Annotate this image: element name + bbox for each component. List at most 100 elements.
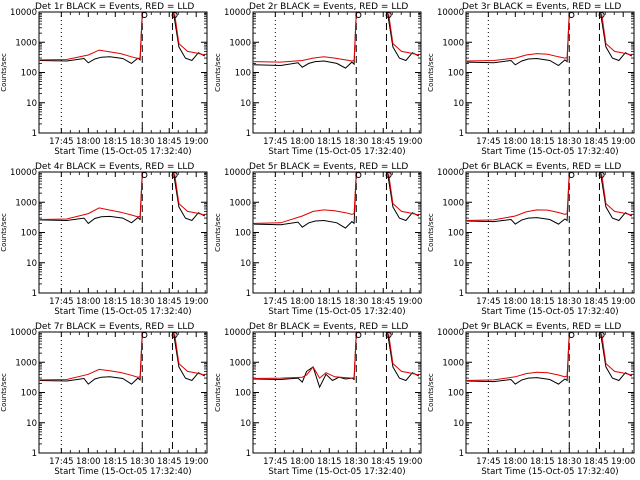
x-tick-label: 17:45 xyxy=(263,137,288,147)
x-tick-label: 18:00 xyxy=(290,137,315,147)
x-tick-label: 18:30 xyxy=(130,457,155,467)
lld-recovery-line xyxy=(388,333,419,376)
x-tick-label: 17:45 xyxy=(49,137,74,147)
x-tick-label: 18:30 xyxy=(557,137,582,147)
y-tick-label: 100 xyxy=(235,389,251,399)
y-tick-label: 10000 xyxy=(437,328,464,338)
x-tick-label: 19:00 xyxy=(184,137,209,147)
x-tick-label: 19:00 xyxy=(611,457,636,467)
events-series-line xyxy=(466,172,571,225)
x-tick-label: 18:15 xyxy=(103,137,128,147)
events-series-line xyxy=(39,332,144,385)
y-tick-label: 1000 xyxy=(15,38,37,48)
x-tick-label: 18:00 xyxy=(290,457,315,467)
y-tick-label: 1 xyxy=(246,129,251,139)
y-tick-label: 10 xyxy=(453,259,464,269)
plot-frame xyxy=(252,11,422,134)
x-tick-label: 18:00 xyxy=(290,297,315,307)
y-tick-label: 1 xyxy=(459,449,464,459)
x-tick-label: 17:45 xyxy=(263,457,288,467)
y-tick-label: 10 xyxy=(240,99,251,109)
x-tick-label: 18:15 xyxy=(530,137,555,147)
y-tick-label: 10 xyxy=(26,419,37,429)
lld-series-line xyxy=(253,172,358,224)
y-tick-label: 1000 xyxy=(229,358,251,368)
x-tick-label: 19:00 xyxy=(611,137,636,147)
y-axis-label: Counts/sec xyxy=(214,53,222,92)
panel-title: Det 3r BLACK = Events, RED = LLD xyxy=(462,2,621,12)
panel-title: Det 5r BLACK = Events, RED = LLD xyxy=(249,162,408,172)
x-tick-label: 18:45 xyxy=(584,457,609,467)
x-tick-label: 18:00 xyxy=(76,457,101,467)
x-tick-label: 18:30 xyxy=(130,137,155,147)
lld-recovery-line xyxy=(174,173,205,216)
y-tick-label: 10000 xyxy=(224,8,251,18)
x-tick-label: 18:15 xyxy=(530,457,555,467)
plot-frame xyxy=(465,331,635,454)
events-series-line xyxy=(39,12,144,65)
x-tick-label: 19:00 xyxy=(611,297,636,307)
series-group xyxy=(466,172,633,225)
x-tick-label: 18:00 xyxy=(503,137,528,147)
series-group xyxy=(39,172,206,225)
x-axis-label: Start Time (15-Oct-05 17:32:40) xyxy=(268,307,405,317)
x-tick-label: 18:15 xyxy=(103,297,128,307)
panel-title: Det 4r BLACK = Events, RED = LLD xyxy=(35,162,194,172)
y-axis-label: Counts/sec xyxy=(214,373,222,412)
x-tick-label: 18:15 xyxy=(317,457,342,467)
panel-9: Det 9r BLACK = Events, RED = LLD Counts/s… xyxy=(427,322,635,477)
y-tick-label: 1 xyxy=(246,449,251,459)
y-tick-label: 1 xyxy=(32,289,37,299)
x-tick-label: 18:30 xyxy=(557,297,582,307)
x-tick-label: 17:45 xyxy=(476,297,501,307)
x-tick-label: 18:45 xyxy=(157,137,182,147)
x-tick-label: 18:45 xyxy=(584,137,609,147)
lld-series-line xyxy=(466,332,571,381)
series-group xyxy=(253,12,420,69)
x-axis-label: Start Time (15-Oct-05 17:32:40) xyxy=(268,147,405,157)
y-tick-label: 100 xyxy=(448,69,464,79)
y-tick-label: 1000 xyxy=(15,198,37,208)
y-tick-label: 10 xyxy=(26,259,37,269)
lld-recovery-line xyxy=(601,13,632,56)
y-tick-label: 10 xyxy=(240,419,251,429)
series-group xyxy=(466,12,633,67)
lld-recovery-line xyxy=(388,173,419,216)
panel-title: Det 7r BLACK = Events, RED = LLD xyxy=(35,322,194,332)
y-tick-label: 1 xyxy=(32,449,37,459)
y-tick-label: 1000 xyxy=(442,198,464,208)
y-tick-label: 10 xyxy=(453,99,464,109)
plot-frame xyxy=(465,11,635,134)
y-tick-label: 1 xyxy=(32,129,37,139)
x-tick-label: 18:15 xyxy=(103,457,128,467)
x-tick-label: 19:00 xyxy=(398,297,423,307)
y-axis-label: Counts/sec xyxy=(0,373,8,412)
x-axis-label: Start Time (15-Oct-05 17:32:40) xyxy=(54,307,191,317)
x-tick-label: 18:15 xyxy=(530,297,555,307)
x-tick-label: 18:45 xyxy=(157,297,182,307)
plot-frame xyxy=(252,171,422,294)
x-tick-label: 18:45 xyxy=(371,457,396,467)
panel-5: Det 5r BLACK = Events, RED = LLD Counts/s… xyxy=(214,162,422,317)
x-axis-label: Start Time (15-Oct-05 17:32:40) xyxy=(481,467,618,477)
lld-recovery-line xyxy=(174,333,205,376)
panel-title: Det 2r BLACK = Events, RED = LLD xyxy=(249,2,408,12)
y-tick-label: 100 xyxy=(448,389,464,399)
y-axis-label: Counts/sec xyxy=(427,213,435,252)
series-group xyxy=(253,172,420,229)
x-axis-label: Start Time (15-Oct-05 17:32:40) xyxy=(481,147,618,157)
x-tick-label: 19:00 xyxy=(398,457,423,467)
lld-recovery-line xyxy=(601,173,632,216)
lld-recovery-line xyxy=(388,13,419,56)
y-axis-label: Counts/sec xyxy=(214,213,222,252)
x-tick-label: 19:00 xyxy=(398,137,423,147)
lld-series-line xyxy=(466,12,571,62)
y-tick-label: 10000 xyxy=(10,328,37,338)
y-tick-label: 1000 xyxy=(15,358,37,368)
lld-series-line xyxy=(253,12,358,63)
lld-series-line xyxy=(466,172,571,221)
plot-frame xyxy=(465,171,635,294)
panel-7: Det 7r BLACK = Events, RED = LLD Counts/s… xyxy=(0,322,208,477)
x-axis-label: Start Time (15-Oct-05 17:32:40) xyxy=(54,467,191,477)
y-tick-label: 100 xyxy=(21,389,37,399)
